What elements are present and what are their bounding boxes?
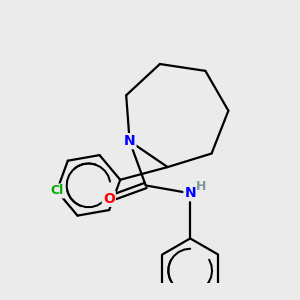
Text: Cl: Cl bbox=[50, 184, 63, 197]
Text: H: H bbox=[196, 180, 206, 193]
Text: O: O bbox=[103, 192, 115, 206]
Text: N: N bbox=[184, 186, 196, 200]
Text: N: N bbox=[124, 134, 135, 148]
